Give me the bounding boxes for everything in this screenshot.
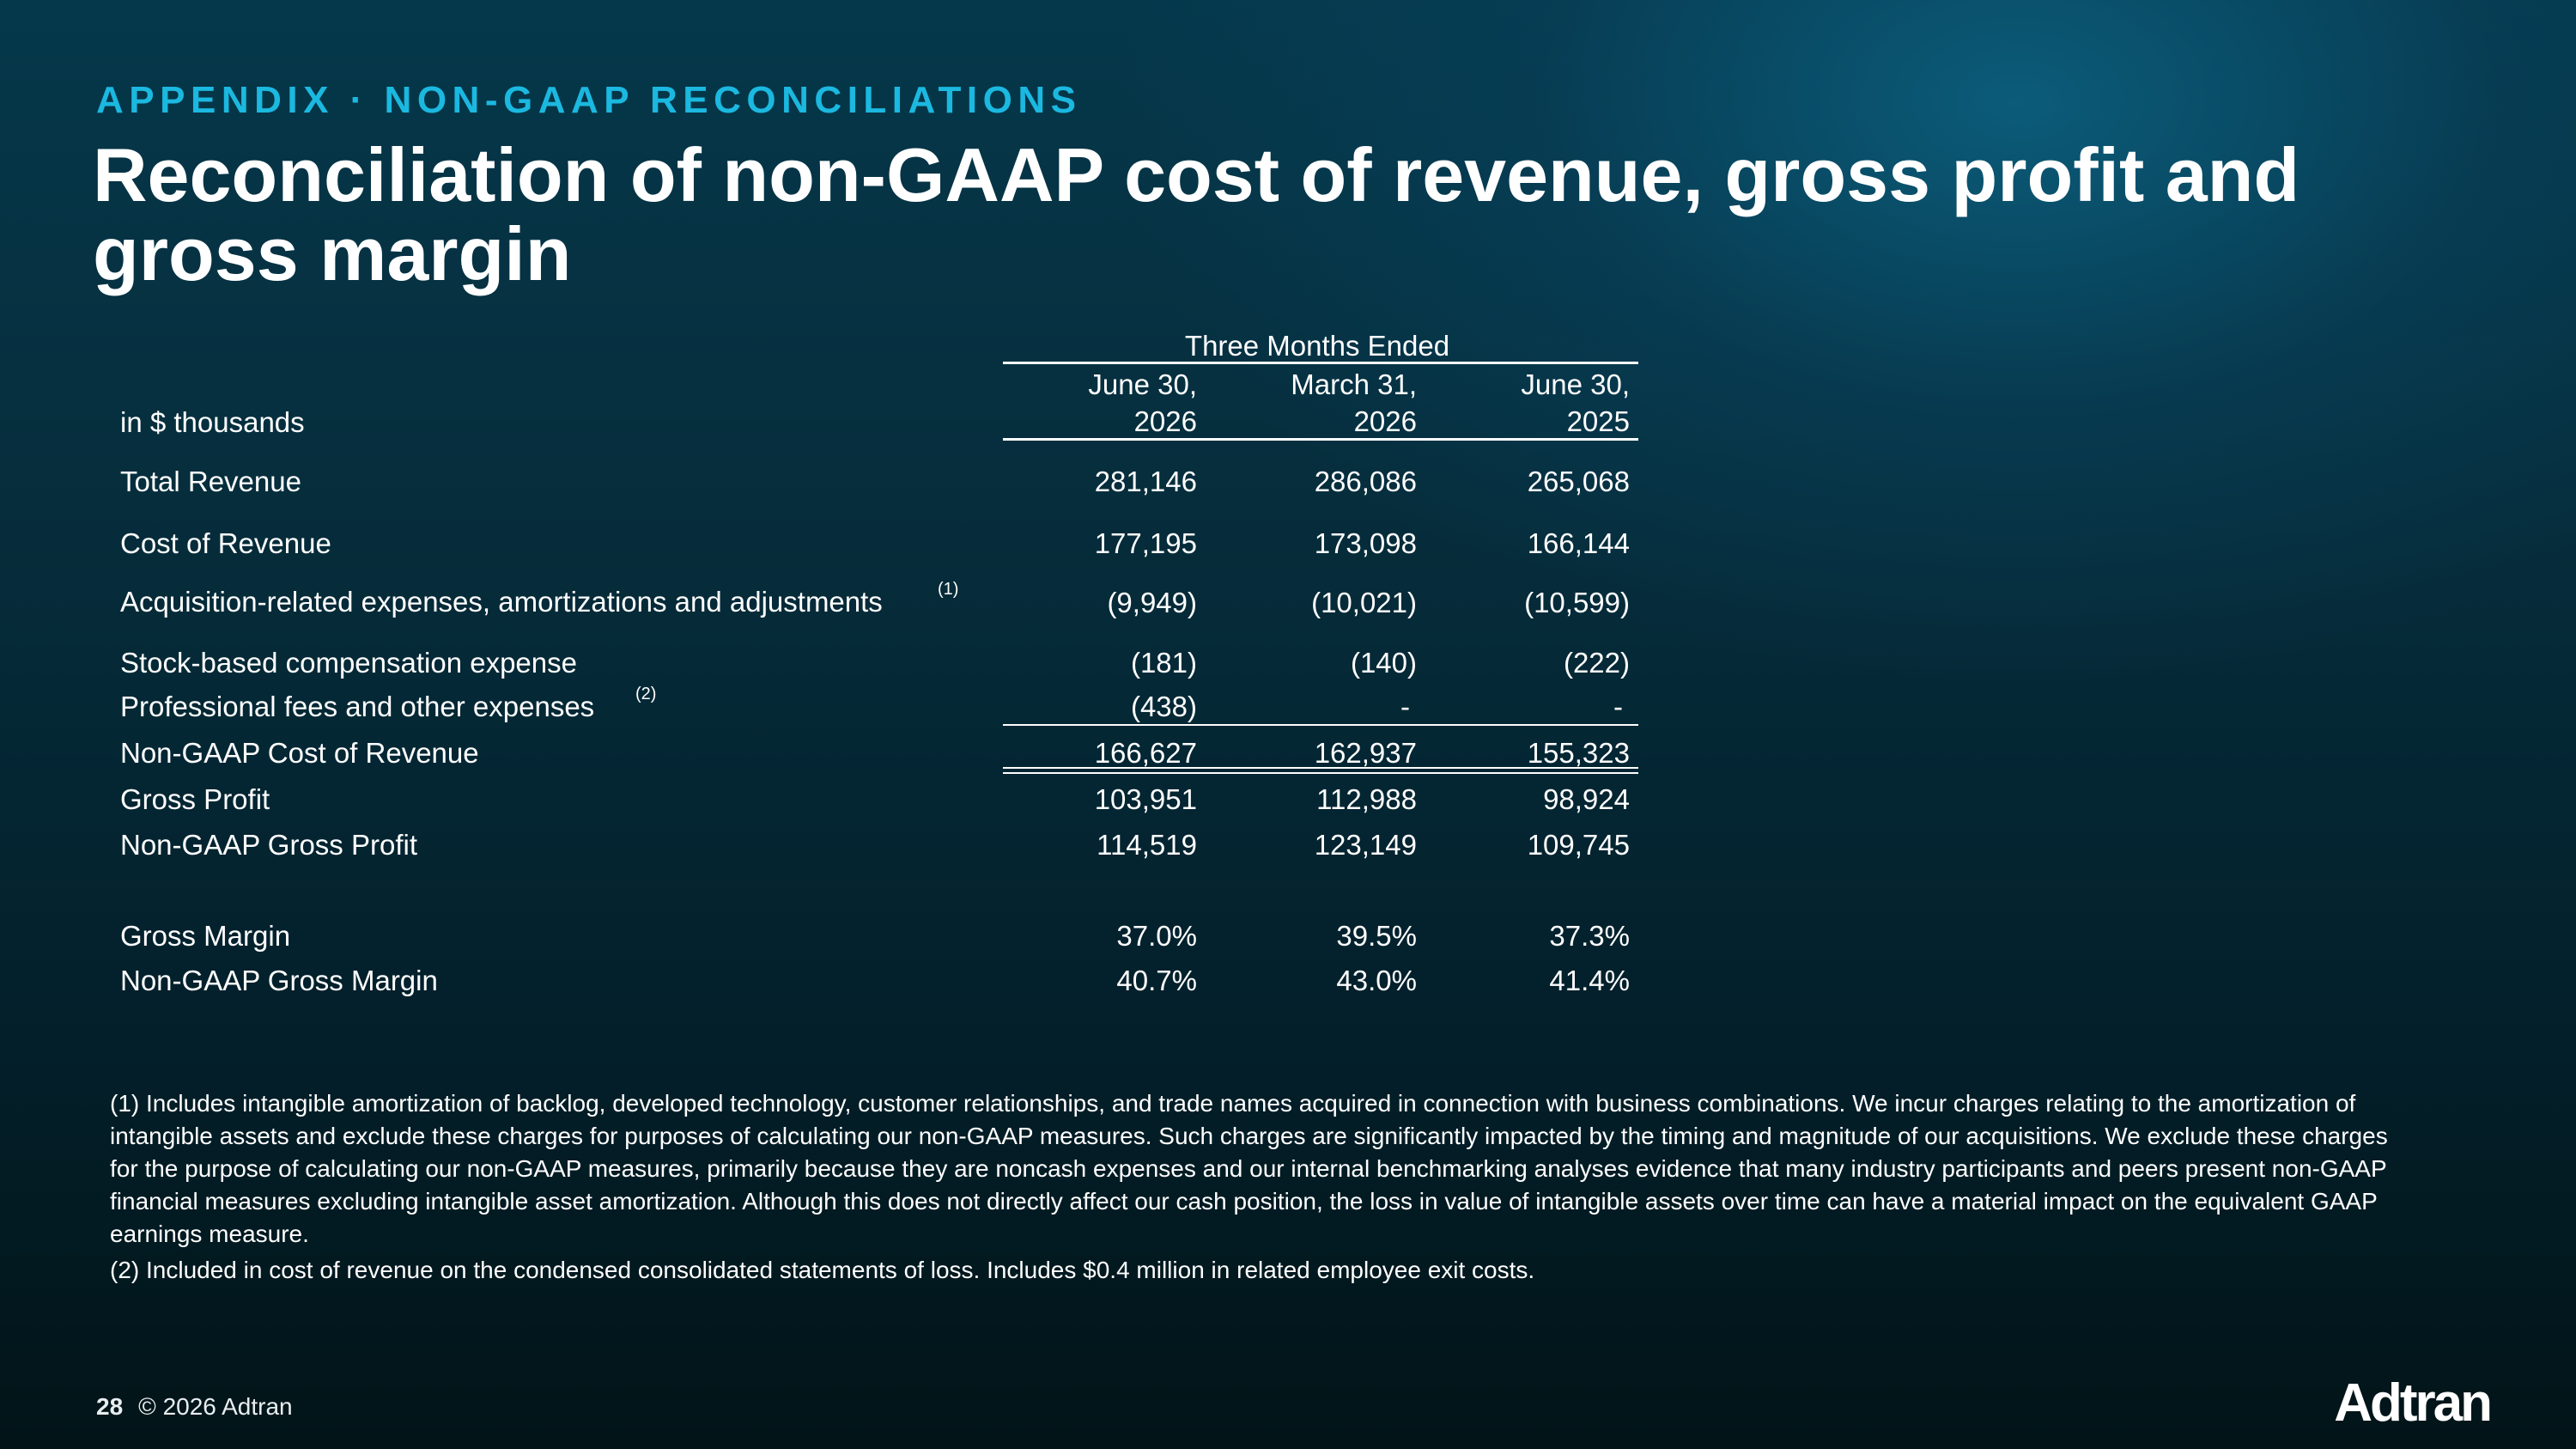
table-cell: 41.4% [1549, 965, 1630, 996]
table-cell: 37.3% [1549, 920, 1630, 952]
column-header-1-line1: June 30, [1088, 368, 1197, 400]
table-cell: (181) [1130, 647, 1197, 679]
table-cell: 114,519 [1097, 829, 1197, 861]
table-cell: 40.7% [1116, 965, 1197, 996]
copyright: © 2026 Adtran [138, 1393, 293, 1420]
row-label-non-gaap-gross-margin: Non-GAAP Gross Margin [120, 965, 438, 996]
subtotal-rule [1003, 724, 1638, 726]
table-cell: 37.0% [1116, 920, 1197, 952]
table-cell: 43.0% [1336, 965, 1417, 996]
table-cell: 166,627 [1094, 737, 1197, 769]
table-cell: (10,021) [1311, 587, 1417, 618]
footnotes: (1) Includes intangible amortization of … [110, 1087, 2411, 1287]
group-header-rule [1003, 362, 1638, 364]
column-header-rule [1003, 438, 1638, 441]
column-header-2-line2: 2026 [1353, 405, 1417, 437]
adtran-logo: Adtran [2334, 1373, 2493, 1433]
table-cell: 177,195 [1094, 527, 1197, 559]
table-cell: 286,086 [1314, 466, 1417, 497]
slide-footer: 28 © 2026 Adtran [96, 1393, 293, 1421]
table-cell: 112,988 [1316, 783, 1417, 815]
table-cell: 162,937 [1314, 737, 1417, 769]
table-cell: 39.5% [1336, 920, 1417, 952]
table-cell: 98,924 [1543, 783, 1630, 815]
table-cell: (438) [1130, 691, 1197, 722]
table-cell: - [1400, 691, 1410, 722]
row-label-gross-profit: Gross Profit [120, 783, 270, 815]
section-eyebrow: APPENDIX · NON-GAAP RECONCILIATIONS [96, 79, 1082, 121]
row-label-acquisition-expenses: Acquisition-related expenses, amortizati… [120, 586, 883, 618]
table-cell: 155,323 [1527, 737, 1630, 769]
row-label-gross-margin: Gross Margin [120, 920, 291, 952]
footnote-ref-2: (2) [635, 685, 657, 703]
page-number: 28 [96, 1393, 124, 1420]
footnote-ref-1: (1) [938, 580, 959, 599]
total-double-rule-top [1003, 767, 1638, 769]
table-cell: (10,599) [1524, 587, 1630, 618]
group-header: Three Months Ended [1184, 330, 1450, 362]
slide-title: Reconciliation of non-GAAP cost of reven… [93, 132, 2300, 296]
table-cell: (140) [1350, 647, 1417, 679]
row-label-cost-of-revenue: Cost of Revenue [120, 527, 331, 559]
unit-label: in $ thousands [120, 406, 305, 438]
row-label-non-gaap-gross-profit: Non-GAAP Gross Profit [120, 829, 418, 861]
column-header-1-line2: 2026 [1133, 405, 1197, 437]
table-cell: 173,098 [1314, 527, 1417, 559]
table-cell: 123,149 [1314, 829, 1417, 861]
column-header-2-line1: March 31, [1291, 368, 1417, 400]
table-cell: 103,951 [1094, 783, 1197, 815]
column-header-3-line2: 2025 [1566, 405, 1630, 437]
table-cell: 265,068 [1527, 466, 1630, 497]
row-label-stock-based-compensation: Stock-based compensation expense [120, 647, 577, 679]
table-cell: (222) [1563, 647, 1630, 679]
table-cell: 109,745 [1527, 829, 1630, 861]
table-cell: 281,146 [1094, 466, 1197, 497]
row-label-non-gaap-cost-of-revenue: Non-GAAP Cost of Revenue [120, 737, 479, 769]
row-label-total-revenue: Total Revenue [120, 466, 301, 497]
table-cell: 166,144 [1527, 527, 1630, 559]
table-cell: (9,949) [1107, 587, 1197, 618]
row-label-professional-fees: Professional fees and other expenses [120, 691, 595, 722]
table-cell: - [1613, 691, 1623, 722]
column-header-3-line1: June 30, [1521, 368, 1630, 400]
total-double-rule-bottom [1003, 772, 1638, 774]
footnote-2: (2) Included in cost of revenue on the c… [110, 1257, 1535, 1283]
footnote-1: (1) Includes intangible amortization of … [110, 1090, 2388, 1247]
